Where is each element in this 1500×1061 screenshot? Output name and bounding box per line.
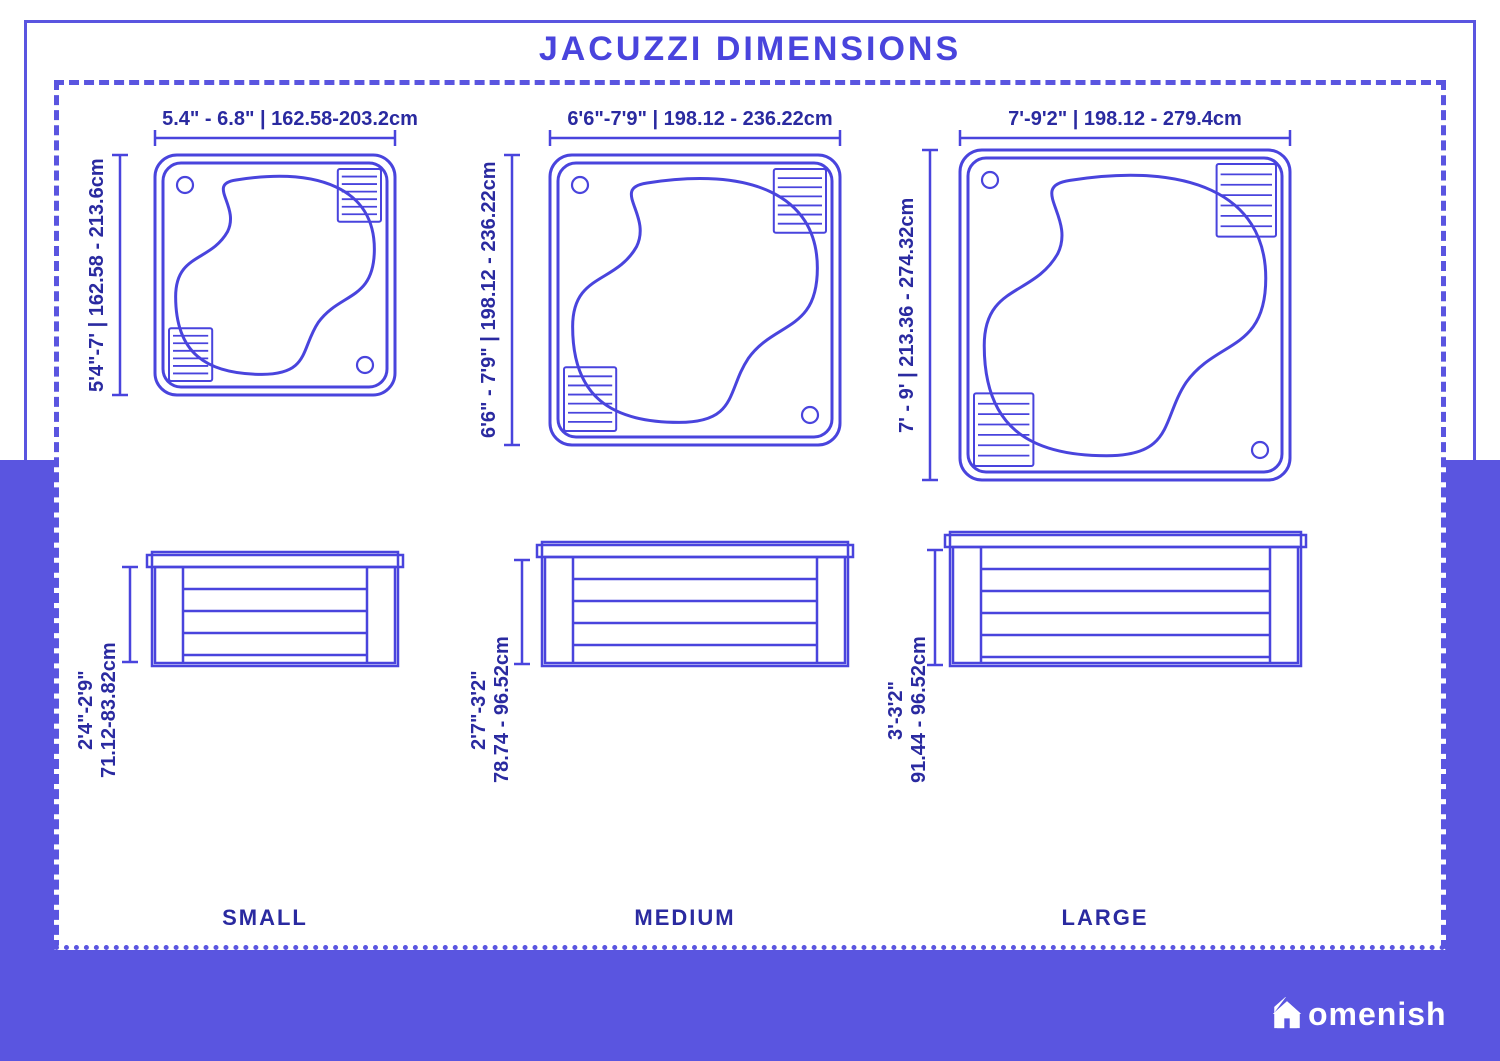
- small-width-dim: 5.4" - 6.8" | 162.58-203.2cm: [120, 108, 460, 131]
- size-label-medium: MEDIUM: [600, 905, 770, 931]
- large-height-dim-plan: 7' - 9' | 213.36 - 274.32cm: [896, 150, 919, 480]
- medium-width-dim: 6'6"-7'9" | 198.12 - 236.22cm: [520, 108, 880, 131]
- size-label-small: SMALL: [190, 905, 340, 931]
- page-title: JACUZZI DIMENSIONS: [420, 30, 1080, 69]
- size-label-large: LARGE: [1030, 905, 1180, 931]
- large-height-dim-side: 3'-3'2" 91.44 - 96.52cm: [885, 580, 931, 840]
- medium-height-dim-side: 2'7"-3'2" 78.74 - 96.52cm: [468, 580, 514, 840]
- dashed-border: [54, 80, 1446, 950]
- brand-logo: omenish: [1270, 996, 1447, 1033]
- medium-height-dim-plan: 6'6" - 7'9" | 198.12 - 236.22cm: [478, 155, 501, 445]
- brand-text: omenish: [1308, 996, 1447, 1032]
- small-height-dim-plan: 5'4"-7' | 162.58 - 213.6cm: [86, 155, 109, 395]
- large-width-dim: 7'-9'2" | 198.12 - 279.4cm: [940, 108, 1310, 131]
- small-height-dim-side: 2'4"-2'9" 71.12-83.82cm: [75, 580, 121, 840]
